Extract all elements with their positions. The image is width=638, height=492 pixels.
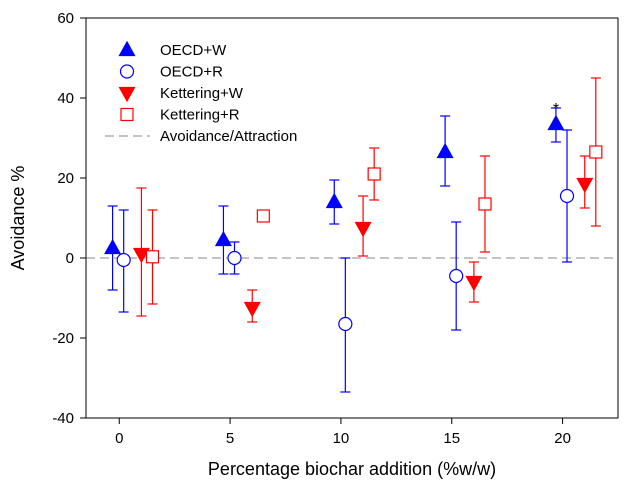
data-point (436, 142, 454, 159)
series-oecd-w (104, 107, 565, 291)
data-point (132, 247, 150, 264)
legend-marker (118, 86, 136, 103)
legend-label: OECD+W (160, 42, 227, 59)
data-point (243, 301, 261, 318)
legend-label: Avoidance/Attraction (160, 128, 297, 145)
series-kettering-r (145, 77, 603, 305)
y-tick-label: 40 (57, 90, 74, 107)
annotation-layer: * (553, 101, 559, 118)
axis-layer: 0 5 10 15 20 -40 -20 0 20 40 60 (52, 10, 571, 447)
legend-label: OECD+R (160, 64, 223, 81)
y-axis-title: Avoidance % (8, 166, 28, 271)
data-point (589, 145, 603, 159)
x-tick-label: 15 (443, 430, 460, 447)
data-point (116, 252, 131, 268)
data-point (576, 177, 594, 194)
data-point (559, 188, 575, 204)
significance-asterisk: * (553, 101, 559, 118)
x-tick-label: 0 (115, 430, 123, 447)
y-tick-label: -20 (52, 330, 74, 347)
series-oecd-r (116, 129, 575, 393)
legend-marker (120, 107, 134, 122)
data-point (256, 209, 270, 223)
data-point (354, 221, 372, 238)
data-point (449, 268, 464, 284)
data-point (465, 275, 483, 292)
legend-label: Kettering+W (160, 85, 244, 102)
data-point (104, 238, 122, 255)
data-point (325, 192, 343, 209)
y-tick-label: 0 (66, 250, 74, 267)
series-layer (104, 77, 603, 393)
x-axis-title: Percentage biochar addition (%w/w) (208, 459, 496, 479)
plot-frame (85, 17, 619, 419)
legend-marker (118, 40, 136, 57)
legend-marker (119, 64, 135, 79)
x-tick-label: 5 (226, 430, 234, 447)
legend: OECD+W OECD+R Kettering+W Kettering+R Avoida… (105, 40, 297, 145)
y-tick-label: 60 (57, 10, 74, 27)
y-tick-label: 20 (57, 170, 74, 187)
x-tick-label: 20 (554, 430, 571, 447)
x-tick-label: 10 (333, 430, 350, 447)
series-kettering-w (132, 155, 594, 323)
data-point (547, 114, 565, 131)
data-point (367, 167, 381, 181)
data-point (145, 250, 160, 264)
legend-label: Kettering+R (160, 107, 240, 124)
data-point (227, 250, 242, 266)
data-point (214, 230, 232, 247)
data-point (338, 316, 353, 332)
y-tick-label: -40 (52, 410, 74, 427)
data-point (478, 197, 492, 211)
